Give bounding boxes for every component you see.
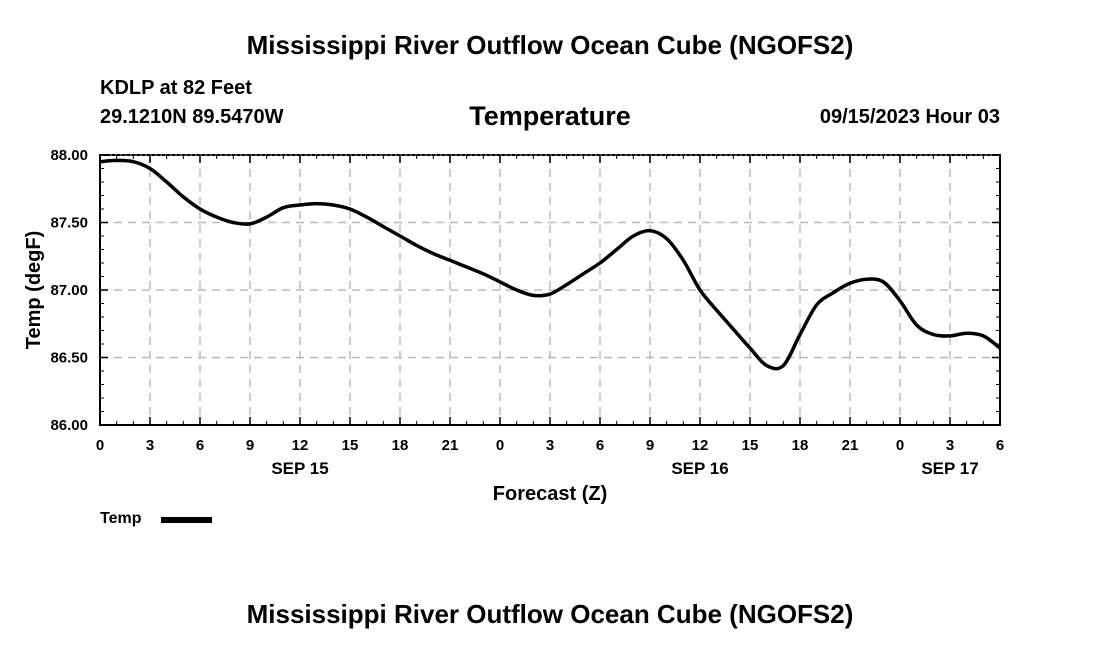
legend-swatch (161, 517, 212, 523)
x-tick-label: 15 (742, 437, 759, 454)
date-label: SEP 16 (671, 459, 728, 478)
tick-labels: 0 3 6 9 12 15 18 21 0 3 6 9 12 15 18 21 0 3 6 86.00 86.50 87.… (50, 147, 1004, 478)
temp-series-line (99, 158, 1002, 371)
x-tick-label: 12 (692, 437, 709, 454)
x-tick-label: 3 (946, 437, 954, 454)
variable-title: Temperature (469, 101, 631, 131)
y-tick-label: 86.50 (50, 350, 88, 367)
ticks (99, 154, 1001, 426)
y-axis-label: Temp (degF) (23, 231, 45, 350)
footer-title: Mississippi River Outflow Ocean Cube (NG… (246, 599, 854, 629)
y-tick-label: 87.50 (50, 215, 88, 232)
x-tick-label: 9 (246, 437, 254, 454)
x-tick-label: 12 (292, 437, 309, 454)
station-coordinates: 29.1210N 89.5470W (100, 106, 284, 128)
x-tick-label: 3 (546, 437, 554, 454)
forecast-datetime: 09/15/2023 Hour 03 (819, 106, 1000, 128)
grid (100, 155, 1000, 425)
x-tick-label: 0 (96, 437, 104, 454)
y-tick-label: 88.00 (50, 147, 88, 164)
station-label: KDLP at 82 Feet (100, 77, 252, 99)
x-tick-label: 21 (842, 437, 859, 454)
x-tick-label: 3 (146, 437, 154, 454)
x-tick-label: 18 (392, 437, 409, 454)
series-layer (99, 158, 1002, 371)
date-label: SEP 15 (271, 459, 328, 478)
chart-title: Mississippi River Outflow Ocean Cube (NG… (246, 30, 854, 60)
x-tick-label: 18 (792, 437, 809, 454)
x-axis-label: Forecast (Z) (493, 483, 607, 505)
x-tick-label: 0 (496, 437, 504, 454)
x-tick-label: 6 (596, 437, 604, 454)
y-tick-label: 87.00 (50, 282, 88, 299)
x-tick-label: 6 (196, 437, 204, 454)
x-tick-label: 15 (342, 437, 359, 454)
date-label: SEP 17 (921, 459, 978, 478)
x-tick-label: 21 (442, 437, 459, 454)
x-tick-label: 6 (996, 437, 1004, 454)
legend-label: Temp (100, 510, 142, 527)
x-tick-label: 0 (896, 437, 904, 454)
y-tick-label: 86.00 (50, 417, 88, 434)
x-tick-label: 9 (646, 437, 654, 454)
